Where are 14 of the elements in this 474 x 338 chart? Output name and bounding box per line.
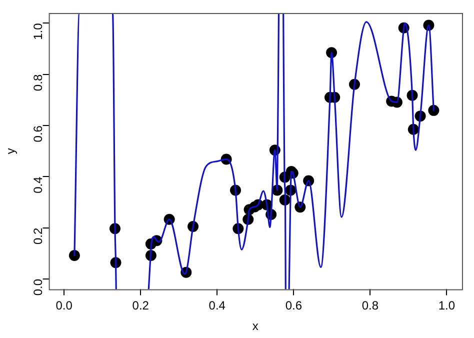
- x-tick-label: 0.2: [132, 298, 150, 313]
- x-axis-title: x: [252, 319, 258, 334]
- y-tick-label: 0.2: [31, 228, 46, 245]
- x-tick-label: 0.8: [362, 298, 379, 313]
- x-tick-label: 0.4: [208, 298, 226, 313]
- y-tick-label: 0.4: [31, 176, 46, 194]
- y-tick-label: 1.0: [31, 22, 46, 40]
- x-tick-label: 1.0: [438, 298, 456, 313]
- x-tick-label: 0.6: [285, 298, 302, 313]
- y-axis-title: y: [4, 148, 18, 154]
- x-tick-label: 0.0: [56, 298, 73, 313]
- y-tick-label: 0.8: [31, 74, 46, 92]
- y-tick-label: 0.0: [31, 278, 46, 296]
- y-tick-label: 0.6: [31, 125, 46, 142]
